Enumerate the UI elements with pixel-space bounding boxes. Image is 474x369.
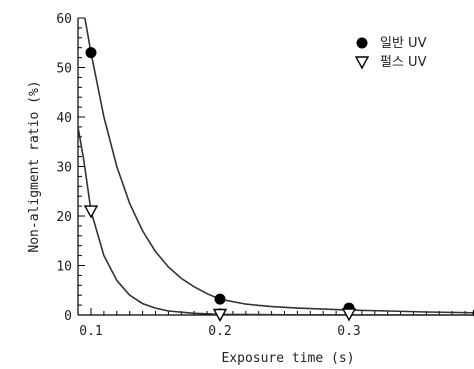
- y-tick-label: 20: [56, 210, 72, 225]
- x-tick-label: 0.2: [208, 324, 231, 339]
- legend-marker-1: [354, 56, 370, 70]
- y-axis-title: Non-aligment ratio (%): [27, 80, 42, 252]
- legend: 일반 UV 펄스 UV: [354, 36, 427, 70]
- legend-marker-0: [356, 37, 368, 49]
- y-tick-label: 60: [56, 12, 72, 27]
- x-tick-label: 0.3: [337, 324, 360, 339]
- data-point-series-0: [214, 293, 226, 305]
- legend-label-0: 일반 UV: [380, 36, 427, 51]
- y-tick-label: 40: [56, 111, 72, 126]
- x-tick-label: 0.1: [79, 324, 102, 339]
- data-point-series-1: [83, 205, 99, 219]
- y-tick-label: 10: [56, 260, 72, 275]
- legend-label-1: 펄스 UV: [380, 55, 427, 70]
- data-point-series-0: [85, 47, 97, 59]
- data-markers: [83, 47, 474, 322]
- fit-curve-1: [78, 126, 474, 316]
- y-tick-label: 50: [56, 62, 72, 77]
- data-point-series-1: [341, 308, 357, 322]
- x-axis-title: Exposure time (s): [221, 351, 354, 366]
- y-tick-label: 30: [56, 161, 72, 176]
- y-tick-label: 0: [64, 309, 72, 324]
- data-point-series-1: [212, 308, 228, 322]
